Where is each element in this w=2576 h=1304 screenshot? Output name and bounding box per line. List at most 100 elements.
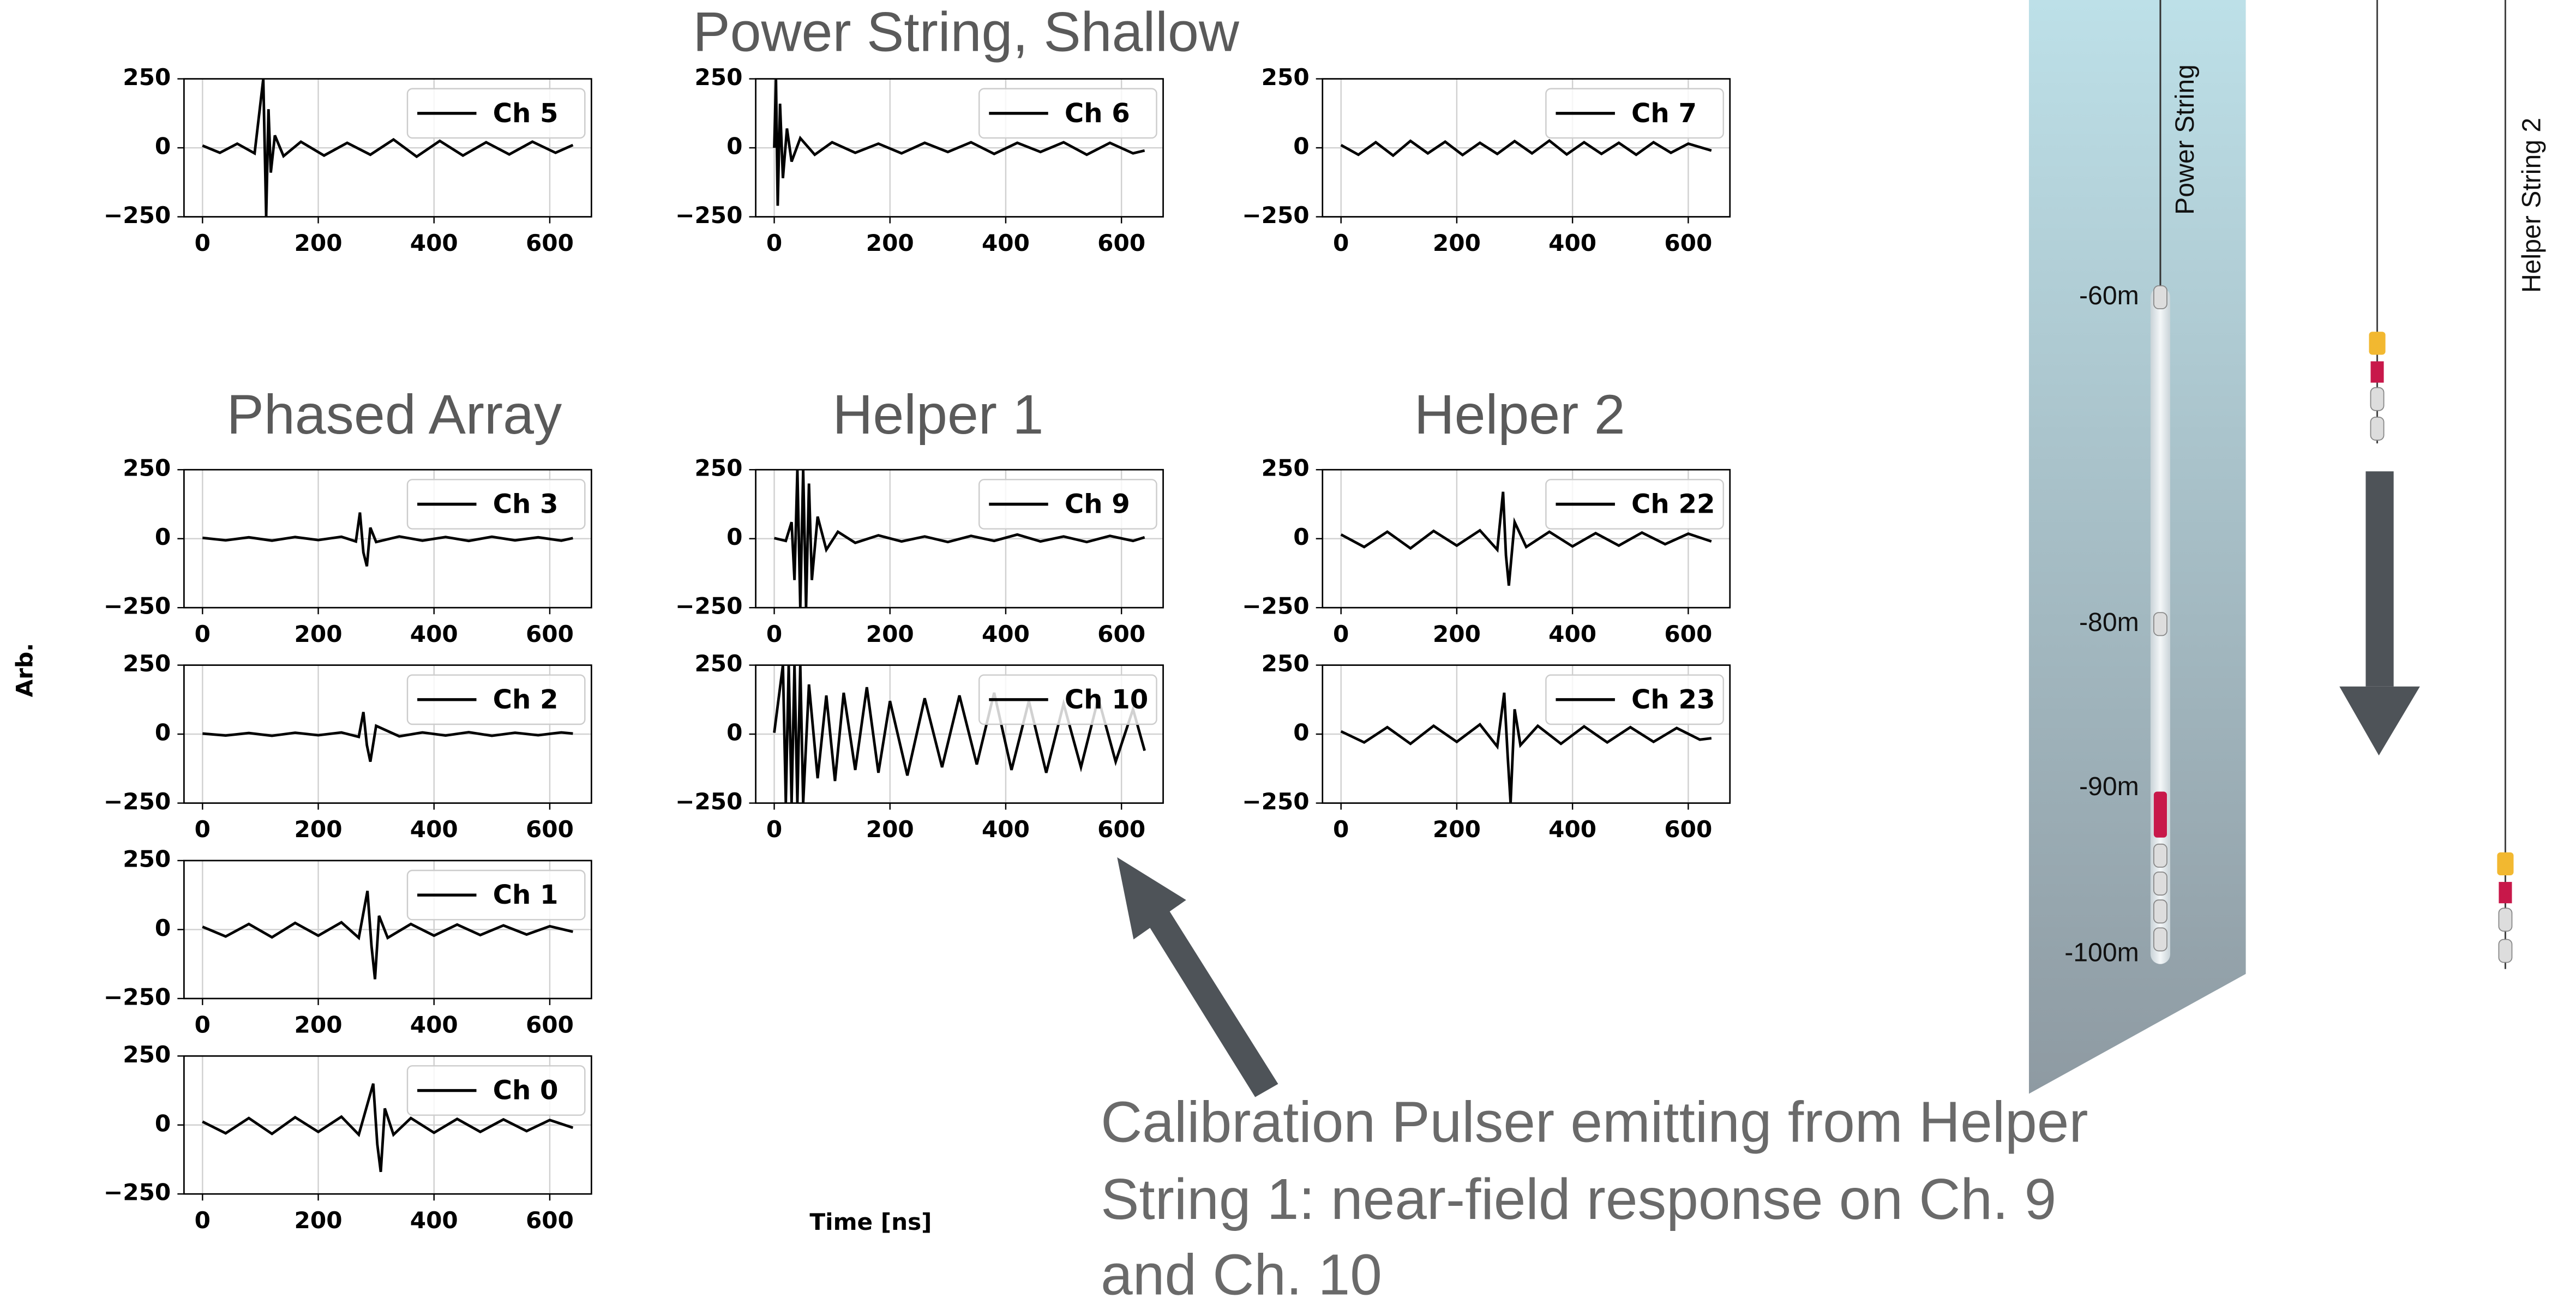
axes-frame <box>755 468 1164 609</box>
axes-frame <box>183 1055 592 1195</box>
string-label: Power String <box>2170 64 2200 215</box>
y-tick-label: −250 <box>675 788 742 815</box>
y-tick-label: 0 <box>726 524 742 550</box>
y-tick-label: 0 <box>155 719 171 746</box>
legend-box <box>406 479 586 530</box>
x-tick-label: 200 <box>295 621 343 647</box>
x-tick-label: 400 <box>410 816 458 843</box>
annotation-line: Calibration Pulser emitting from Helper <box>1101 1091 2088 1155</box>
y-tick-label: −250 <box>1242 202 1309 229</box>
y-axis-label: Arb. <box>11 643 38 698</box>
down-arrow <box>2365 471 2394 687</box>
legend-label: Ch 6 <box>1065 98 1130 129</box>
y-tick-label: 250 <box>123 455 171 482</box>
axes-frame <box>183 664 592 804</box>
legend-label: Ch 1 <box>493 880 559 910</box>
trace <box>773 665 1146 803</box>
x-tick-label: 0 <box>195 816 211 843</box>
antenna <box>2370 387 2385 411</box>
y-tick-label: −250 <box>1242 593 1309 620</box>
x-axis-label: Time [ns] <box>809 1209 932 1235</box>
antenna <box>2370 416 2385 441</box>
axes-frame <box>183 78 592 218</box>
axes-frame <box>755 78 1164 218</box>
depth-label: -90m <box>2079 772 2139 801</box>
legend-label: Ch 9 <box>1065 489 1130 519</box>
axes-frame <box>1322 78 1731 218</box>
subplot: 0 200 400 600 −250 0 250 Ch 23 <box>1242 650 1731 843</box>
trace <box>773 470 1145 608</box>
pulser <box>2499 882 2512 904</box>
y-tick-label: 0 <box>1293 719 1309 746</box>
legend-box <box>1545 674 1724 725</box>
x-tick-label: 400 <box>1548 816 1596 843</box>
x-tick-label: 600 <box>526 1207 574 1234</box>
y-tick-label: 0 <box>1293 133 1309 160</box>
legend-label: Ch 23 <box>1631 684 1715 715</box>
x-tick-label: 600 <box>1097 621 1145 647</box>
antenna <box>2498 908 2513 932</box>
subplot: 0 200 400 600 −250 0 250 Ch 5 <box>104 64 592 256</box>
y-tick-label: 250 <box>123 845 171 872</box>
y-tick-label: −250 <box>104 593 171 620</box>
group-title: Helper 2 <box>1414 383 1625 446</box>
x-tick-label: 200 <box>295 230 343 256</box>
depth-label: -60m <box>2079 281 2139 310</box>
antenna <box>2153 927 2167 952</box>
depth-label: -80m <box>2079 608 2139 637</box>
trace <box>202 79 574 217</box>
legend-label: Ch 10 <box>1065 684 1148 715</box>
y-tick-label: −250 <box>104 1179 171 1206</box>
y-tick-label: 250 <box>123 64 171 91</box>
axes-frame <box>755 664 1164 804</box>
legend-label: Ch 7 <box>1631 98 1697 129</box>
x-tick-label: 600 <box>526 1012 574 1038</box>
subplot: 0 200 400 600 −250 0 250 Ch 6 <box>675 64 1164 256</box>
subplot: 0 200 400 600 −250 0 250 Ch 22 <box>1242 455 1731 647</box>
legend-label: Ch 2 <box>493 684 559 715</box>
y-tick-label: 250 <box>123 650 171 677</box>
x-tick-label: 200 <box>295 1207 343 1234</box>
y-tick-label: 0 <box>155 524 171 550</box>
legend-box <box>406 1065 586 1116</box>
legend-box <box>978 88 1157 139</box>
x-tick-label: 600 <box>526 230 574 256</box>
y-tick-label: −250 <box>104 202 171 229</box>
annotation-arrow <box>1117 857 1278 1097</box>
y-tick-label: 0 <box>155 1110 171 1137</box>
x-tick-label: 400 <box>1548 621 1596 647</box>
x-tick-label: 600 <box>1097 816 1145 843</box>
trace <box>202 712 573 762</box>
x-tick-label: 600 <box>1664 230 1712 256</box>
y-tick-label: 0 <box>726 719 742 746</box>
x-tick-label: 0 <box>195 1207 211 1234</box>
x-tick-label: 400 <box>1548 230 1596 256</box>
x-tick-label: 400 <box>410 621 458 647</box>
y-tick-label: 0 <box>726 133 742 160</box>
subplot: 0 200 400 600 −250 0 250 Ch 3 <box>104 455 592 647</box>
y-tick-label: 250 <box>1262 64 1310 91</box>
y-tick-label: −250 <box>104 788 171 815</box>
x-tick-label: 200 <box>866 816 914 843</box>
y-tick-label: 250 <box>1262 650 1310 677</box>
y-tick-label: 250 <box>694 455 742 482</box>
legend-label: Ch 3 <box>493 489 559 519</box>
y-tick-label: 0 <box>1293 524 1309 550</box>
y-tick-label: −250 <box>675 202 742 229</box>
x-tick-label: 200 <box>295 816 343 843</box>
group-title: Power String, Shallow <box>693 0 1240 63</box>
subplot: 0 200 400 600 −250 0 250 Ch 7 <box>1242 64 1731 256</box>
legend-box <box>406 869 586 921</box>
trace <box>773 79 1145 206</box>
subplot: 0 200 400 600 −250 0 250 Ch 2 <box>104 650 592 843</box>
x-tick-label: 400 <box>982 621 1030 647</box>
x-tick-label: 600 <box>1664 621 1712 647</box>
x-tick-label: 0 <box>1333 621 1349 647</box>
trace <box>1340 139 1712 158</box>
legend-label: Ch 5 <box>493 98 559 129</box>
group-title: Helper 1 <box>832 383 1043 446</box>
antenna <box>2153 843 2167 868</box>
subplot: 0 200 400 600 −250 0 250 Ch 1 <box>104 845 592 1038</box>
x-tick-label: 200 <box>866 230 914 256</box>
antenna <box>2153 872 2167 896</box>
